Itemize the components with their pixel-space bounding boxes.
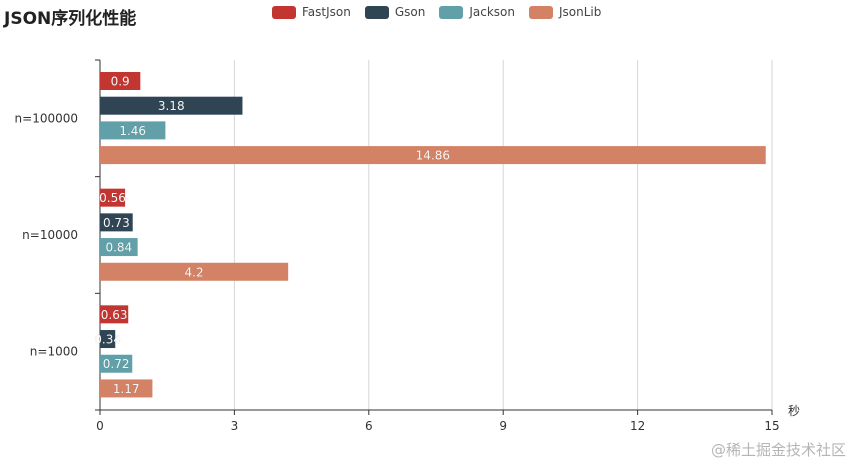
y-tick-label: n=100000 (15, 111, 78, 125)
data-label: 0.72 (103, 357, 130, 371)
data-label: 3.18 (158, 99, 185, 113)
watermark: @稀土掘金技术社区 (710, 441, 846, 459)
x-axis-label: 秒 (788, 404, 800, 418)
data-label: 14.86 (416, 149, 450, 163)
legend-label: Gson (394, 5, 426, 19)
x-tick-label: 15 (764, 419, 779, 433)
legend-swatch (529, 5, 553, 19)
legend-item-gson[interactable]: Gson (364, 5, 426, 19)
data-label: 1.46 (119, 124, 146, 138)
legend: FastJson Gson Jackson JsonLib (272, 5, 615, 19)
data-label: 0.73 (103, 216, 130, 230)
bar-jsonlib (100, 146, 766, 165)
data-label: 0.63 (101, 308, 128, 322)
y-tick-label: n=10000 (22, 228, 78, 242)
bar-gson (100, 213, 133, 232)
data-label: 0.9 (111, 75, 130, 89)
data-label: 1.17 (113, 382, 140, 396)
legend-label: JsonLib (559, 5, 602, 19)
legend-label: FastJson (302, 5, 351, 19)
x-tick-label: 3 (231, 419, 239, 433)
legend-item-jackson[interactable]: Jackson (439, 5, 515, 19)
bar-gson (100, 330, 116, 349)
x-tick-label: 6 (365, 419, 373, 433)
data-label: 0.56 (99, 191, 126, 205)
bar-jsonlib (100, 262, 289, 281)
bar-jackson (100, 121, 166, 140)
legend-label: Jackson (469, 5, 515, 19)
y-tick-label: n=1000 (30, 345, 78, 359)
legend-item-fastjson[interactable]: FastJson (272, 5, 351, 19)
x-tick-label: 12 (630, 419, 645, 433)
x-tick-label: 9 (499, 419, 507, 433)
bar-jackson (100, 238, 138, 257)
legend-swatch (439, 5, 464, 19)
bar-jackson (100, 354, 133, 373)
legend-swatch (272, 5, 296, 19)
data-label: 4.2 (185, 265, 204, 279)
bar-jsonlib (100, 379, 153, 398)
data-label: 0.84 (105, 241, 132, 255)
bar-gson (100, 96, 243, 115)
legend-item-jsonlib[interactable]: JsonLib (529, 5, 601, 19)
bar-fastjson (100, 305, 129, 324)
bar-fastjson (100, 188, 126, 207)
data-label: 0.34 (94, 333, 121, 347)
x-tick-label: 0 (96, 419, 104, 433)
bar-fastjson (100, 72, 141, 90)
chart-title: JSON序列化性能 (4, 9, 137, 29)
legend-swatch (364, 5, 389, 19)
